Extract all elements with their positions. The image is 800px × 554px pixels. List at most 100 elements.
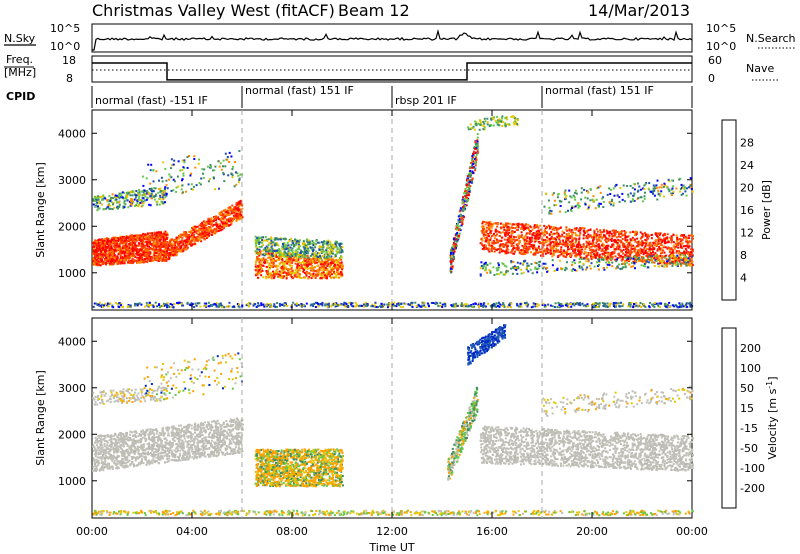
range-gate-cell <box>185 231 187 234</box>
range-gate-cell <box>194 237 197 240</box>
range-gate-cell <box>106 240 109 243</box>
range-gate-cell <box>175 253 178 256</box>
range-gate-cell <box>149 204 152 207</box>
range-gate-cell <box>136 253 139 256</box>
range-gate-cell <box>258 269 261 271</box>
range-gate-cell <box>315 261 318 264</box>
range-gate-cell <box>299 252 302 255</box>
range-gate-cell <box>215 225 218 228</box>
range-gate-cell <box>210 217 213 220</box>
range-gate-cell <box>157 191 160 194</box>
range-gate-cell <box>284 302 287 304</box>
range-gate-cell <box>182 243 185 246</box>
range-gate-cell <box>471 170 474 173</box>
range-gate-cell <box>284 255 287 258</box>
range-gate-cell <box>183 232 185 235</box>
range-gate-cell <box>660 252 662 255</box>
range-gate-cell <box>198 229 201 232</box>
range-gate-cell <box>278 248 281 250</box>
range-gate-cell <box>198 224 201 227</box>
range-gate-cell <box>103 239 106 242</box>
range-gate-cell <box>262 276 265 279</box>
range-gate-cell <box>107 241 110 244</box>
range-gate-cell <box>104 242 107 245</box>
range-gate-cell <box>274 260 277 263</box>
range-gate-cell <box>212 223 215 226</box>
range-gate-cell <box>151 237 153 240</box>
range-gate-cell <box>128 246 131 249</box>
range-gate-cell <box>273 244 276 247</box>
range-gate-cell <box>344 305 347 308</box>
range-gate-cell <box>165 258 168 261</box>
range-gate-cell <box>146 190 149 192</box>
range-gate-cell <box>153 258 156 261</box>
range-gate-cell <box>483 302 486 305</box>
range-gate-cell <box>464 187 467 190</box>
range-gate-cell <box>199 239 202 242</box>
range-gate-cell <box>139 199 142 201</box>
range-gate-cell <box>614 255 617 258</box>
range-gate-cell <box>200 233 203 236</box>
range-gate-cell <box>144 199 147 202</box>
range-gate-cell <box>104 197 107 200</box>
range-gate-cell <box>284 266 287 269</box>
range-gate-cell <box>124 242 127 245</box>
range-gate-cell <box>188 230 191 233</box>
range-gate-cell <box>317 259 320 262</box>
range-gate-cell <box>92 305 95 308</box>
range-gate-cell <box>97 195 100 198</box>
range-gate-cell <box>340 261 343 264</box>
range-gate-cell <box>606 305 609 308</box>
range-gate-cell <box>599 231 602 234</box>
range-gate-cell <box>142 247 144 250</box>
range-gate-cell <box>149 252 152 255</box>
range-gate-cell <box>201 222 204 225</box>
range-gate-cell <box>679 240 682 243</box>
range-gate-cell <box>279 276 281 279</box>
range-gate-cell <box>313 254 316 257</box>
range-gate-cell <box>295 275 298 278</box>
range-gate-cell <box>676 306 679 309</box>
range-gate-cell <box>257 276 260 279</box>
range-gate-cell <box>136 259 139 262</box>
range-gate-cell <box>309 267 312 270</box>
range-gate-cell <box>146 235 149 238</box>
range-gate-cell <box>336 262 339 265</box>
range-gate-cell <box>668 301 671 304</box>
range-gate-cell <box>296 266 299 269</box>
range-gate-cell <box>126 193 129 196</box>
range-gate-cell <box>149 257 152 260</box>
range-gate-cell <box>215 223 218 226</box>
range-gate-cell <box>168 245 171 247</box>
range-gate-cell <box>113 257 116 260</box>
range-gate-cell <box>295 240 298 243</box>
range-gate-cell <box>185 236 188 238</box>
range-gate-cell <box>495 238 498 241</box>
range-gate-cell <box>302 246 305 249</box>
range-gate-cell <box>109 262 112 265</box>
range-gate-cell <box>454 304 457 307</box>
range-gate-cell <box>255 244 258 247</box>
range-gate-cell <box>136 202 139 204</box>
range-gate-cell <box>130 261 133 264</box>
range-gate-cell <box>162 198 165 201</box>
range-gate-cell <box>262 261 265 264</box>
range-gate-cell <box>612 303 615 306</box>
range-gate-cell <box>292 253 295 256</box>
range-gate-cell <box>122 205 125 208</box>
range-gate-cell <box>129 199 132 202</box>
range-gate-cell <box>476 136 479 139</box>
range-gate-cell <box>92 203 95 206</box>
range-gate-cell <box>225 211 228 213</box>
range-gate-cell <box>177 243 180 246</box>
range-gate-cell <box>118 238 120 241</box>
range-gate-cell <box>141 256 144 259</box>
range-gate-cell <box>234 210 237 213</box>
range-gate-cell <box>163 248 166 251</box>
range-gate-cell <box>131 200 133 203</box>
range-gate-cell <box>301 261 304 263</box>
range-gate-cell <box>112 240 115 243</box>
range-gate-cell <box>291 250 294 252</box>
range-gate-cell <box>229 208 232 211</box>
range-gate-cell <box>232 218 235 220</box>
